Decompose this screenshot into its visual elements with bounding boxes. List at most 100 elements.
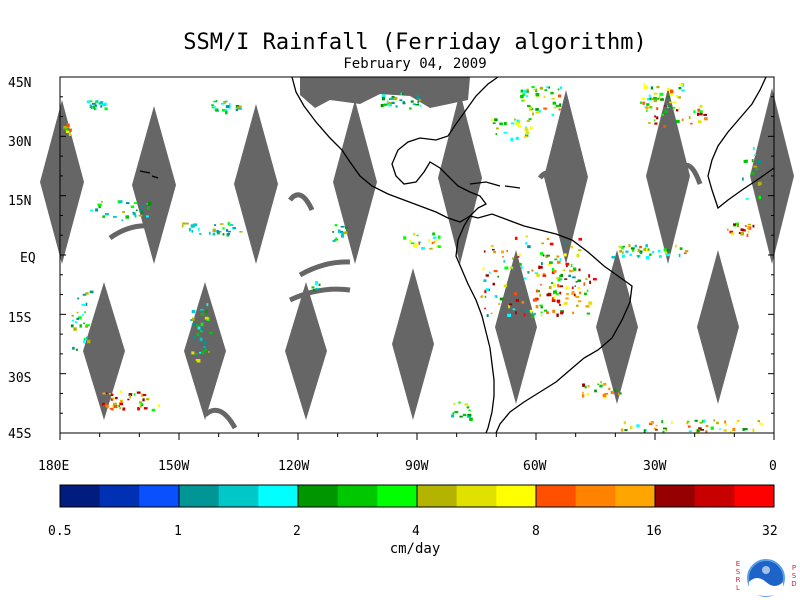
rain-cell <box>559 86 562 89</box>
rain-cell <box>648 94 651 98</box>
rain-cell <box>646 103 650 106</box>
rain-cell <box>464 403 469 406</box>
rain-cell <box>503 260 505 263</box>
rain-cell <box>548 86 551 89</box>
rain-cell <box>81 303 85 306</box>
rain-cell <box>559 103 562 107</box>
rain-cell <box>562 303 566 306</box>
rain-cell <box>524 134 529 137</box>
rain-cell <box>527 245 531 249</box>
rain-cell <box>547 263 552 267</box>
rain-cell <box>678 107 681 110</box>
rain-cell <box>524 127 528 131</box>
rain-cell <box>576 253 580 258</box>
rain-cell <box>653 92 658 95</box>
rain-cell <box>146 398 149 401</box>
rain-cell <box>483 279 487 282</box>
rain-cell <box>393 97 397 101</box>
rain-cell <box>759 422 763 425</box>
rain-cell <box>109 393 111 395</box>
rain-cell <box>90 209 94 212</box>
rain-cell <box>556 255 560 258</box>
rain-cell <box>104 102 107 105</box>
rain-cell <box>462 413 467 417</box>
rain-cell <box>402 101 405 105</box>
rain-cell <box>641 97 646 100</box>
rain-cell <box>675 109 679 112</box>
coastline <box>139 170 151 174</box>
lat-label: 30S <box>8 371 31 386</box>
rain-cell <box>63 128 67 130</box>
rain-cell <box>748 226 752 230</box>
rain-cell <box>555 277 559 279</box>
missing-swath <box>333 100 377 264</box>
rain-cell <box>238 107 242 110</box>
rain-cell <box>540 252 544 256</box>
rain-cell <box>655 424 658 427</box>
rain-cell <box>625 250 629 253</box>
rain-cell <box>603 396 608 399</box>
rain-cell <box>619 392 622 395</box>
rain-cell <box>315 287 319 290</box>
rain-cell <box>516 119 520 123</box>
rain-cell <box>345 226 348 229</box>
rain-cell <box>558 278 563 281</box>
rain-cell <box>570 246 573 249</box>
rain-cell <box>499 122 503 126</box>
rain-cell <box>565 297 569 300</box>
rain-cell <box>532 298 537 302</box>
rain-cell <box>602 393 607 398</box>
rain-cell <box>666 253 670 257</box>
rain-cell <box>229 223 231 226</box>
rain-cell <box>533 88 536 91</box>
rain-cell <box>236 106 240 110</box>
rain-cell <box>653 98 657 103</box>
rain-cell <box>466 415 469 418</box>
rain-cell <box>582 391 584 394</box>
colorbar-swatch <box>179 485 220 507</box>
rain-cell <box>118 404 121 408</box>
rain-cell <box>142 394 147 396</box>
rain-cell <box>221 102 225 105</box>
rain-cell <box>757 420 760 423</box>
rain-cell <box>648 106 653 108</box>
rain-cell <box>755 168 759 171</box>
rain-cell <box>199 337 203 341</box>
rain-cell <box>664 105 667 107</box>
lat-label: 15N <box>8 194 31 209</box>
rain-cell <box>583 292 587 296</box>
rain-cell <box>693 110 696 113</box>
rain-cell <box>570 270 574 272</box>
rain-cell <box>120 399 123 403</box>
rain-cell <box>521 265 523 270</box>
rain-cell <box>219 223 224 225</box>
rain-cell <box>602 382 607 386</box>
rain-cell <box>151 408 156 412</box>
rain-cell <box>699 112 703 116</box>
rain-cell <box>69 128 72 132</box>
rain-cell <box>105 392 108 394</box>
rain-cell <box>686 422 689 425</box>
rain-cell <box>102 392 106 395</box>
rain-cell <box>418 99 422 101</box>
rain-cell <box>118 200 123 203</box>
rain-cell <box>489 271 491 274</box>
rain-cell <box>481 294 484 298</box>
rain-cell <box>578 300 582 303</box>
rain-cell <box>459 415 463 418</box>
rain-cell <box>208 231 211 235</box>
rain-cell <box>610 391 614 395</box>
rain-cell <box>551 98 555 100</box>
rain-cell <box>102 215 105 218</box>
rain-cell <box>85 302 88 306</box>
rain-cell <box>508 304 511 309</box>
rain-cell <box>510 137 513 142</box>
rain-cell <box>81 314 84 316</box>
rain-cell <box>485 288 490 291</box>
missing-swath <box>83 282 125 420</box>
lon-label: 90W <box>405 459 429 474</box>
rain-cell <box>139 401 142 404</box>
rain-cell <box>490 312 493 315</box>
rain-cell <box>381 94 386 98</box>
rain-cell <box>668 248 671 251</box>
